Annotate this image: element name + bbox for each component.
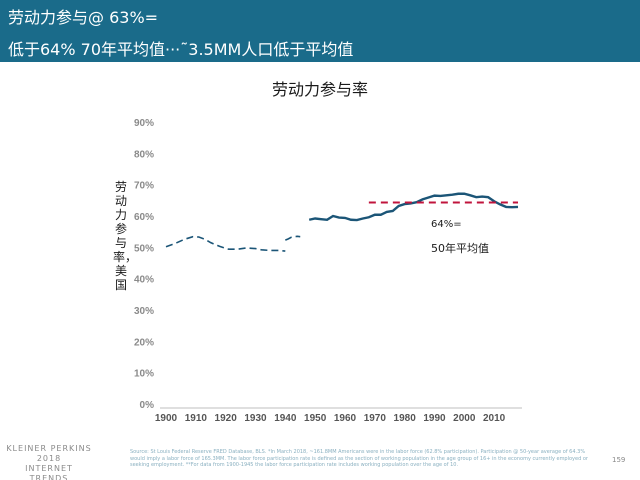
x-tick-label: 1960 — [334, 413, 357, 424]
x-tick-label: 2010 — [483, 413, 506, 424]
y-axis-label: 劳动力参与率，美国 — [113, 180, 138, 292]
y-tick-label: 40% — [134, 275, 154, 286]
x-tick-label: 1970 — [364, 413, 387, 424]
series-line-1 — [165, 235, 286, 252]
x-tick-labels: 1900 1910 1920 1930 1940 1950 1960 1970 1980 1990… — [155, 413, 506, 424]
y-tick-label: 50% — [134, 243, 154, 254]
x-tick-label: 1990 — [423, 413, 446, 424]
series-layer — [165, 192, 519, 252]
y-tick-labels: 0% 10% 20% 30% 40% 50% 60% 70% 80% 90% — [134, 118, 154, 411]
header-title-line1: 劳动力参与@ 63%= — [8, 8, 159, 27]
series-line-2 — [285, 235, 301, 241]
x-tick-label: 1940 — [274, 413, 297, 424]
y-tick-label: 20% — [134, 337, 154, 348]
x-tick-label: 1910 — [185, 413, 208, 424]
average-annotation-text: 50年平均值 — [431, 242, 489, 255]
y-tick-label: 0% — [140, 400, 155, 411]
x-tick-label: 1920 — [215, 413, 238, 424]
source-footnote: Source: St Louis Federal Reserve FRED Da… — [130, 449, 588, 468]
header-title-line2: 低于64% 70年平均值···˜3.5MM人口低于平均值 — [8, 40, 354, 59]
page-number: 159 — [612, 456, 626, 464]
average-annotation-value: 64%= — [431, 219, 462, 230]
chart-title: 劳动力参与率 — [271, 80, 368, 99]
x-tick-label: 1900 — [155, 413, 178, 424]
x-tick-label: 2000 — [453, 413, 476, 424]
x-tick-label: 1980 — [394, 413, 417, 424]
brand-line1: KLEINER PERKINS — [6, 444, 92, 453]
brand-line3: INTERNET TRENDS — [25, 464, 73, 480]
y-tick-label: 70% — [134, 181, 154, 192]
y-tick-label: 90% — [134, 118, 154, 129]
header-banner: 劳动力参与@ 63%= 低于64% 70年平均值···˜3.5MM人口低于平均值 — [0, 0, 640, 62]
brand-line2: 2018 — [36, 454, 62, 463]
y-tick-label: 30% — [134, 306, 154, 317]
series-line-3 — [308, 192, 519, 222]
y-tick-label: 80% — [134, 149, 154, 160]
brand-logo: KLEINER PERKINS 2018 INTERNET TRENDS — [4, 444, 94, 480]
y-tick-label: 10% — [134, 369, 154, 380]
x-tick-label: 1950 — [304, 413, 327, 424]
x-tick-label: 1930 — [244, 413, 267, 424]
y-tick-label: 60% — [134, 212, 154, 223]
